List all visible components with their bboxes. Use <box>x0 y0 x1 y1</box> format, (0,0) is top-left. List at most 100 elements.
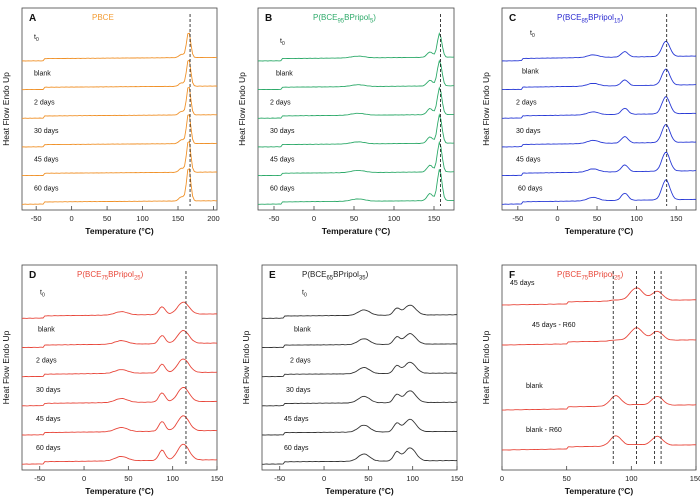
curve-label-sub: 0 <box>532 33 535 39</box>
panel-letter: C <box>509 13 516 24</box>
x-tick-label: 0 <box>555 214 559 223</box>
x-tick-label: 0 <box>82 474 86 483</box>
curve-t0 <box>21 301 218 319</box>
curve-label-sub: 0 <box>42 292 45 298</box>
curve-t0 <box>501 40 697 62</box>
title-sub2: 25 <box>134 276 141 282</box>
curve-label: blank <box>522 69 539 76</box>
y-axis-label: Heat Flow Endo Up <box>481 330 491 404</box>
x-tick-label: 150 <box>670 214 683 223</box>
curve-label: 60 days <box>36 445 61 452</box>
x-tick-label: 150 <box>428 214 441 223</box>
x-tick-label: 0 <box>500 474 504 483</box>
curve-label: t0 <box>40 289 45 298</box>
curve-label-sub: 0 <box>36 37 39 43</box>
x-tick-label: 50 <box>103 214 111 223</box>
curve-45-days <box>501 287 697 306</box>
curve-label: 2 days <box>516 99 537 106</box>
x-tick-label: -50 <box>269 214 280 223</box>
x-tick-label: 200 <box>207 214 220 223</box>
curve-60-days <box>22 443 218 465</box>
y-axis-label: Heat Flow Endo Up <box>1 330 11 404</box>
title-sub2: 15 <box>614 19 621 25</box>
curve-label: 30 days <box>516 128 541 135</box>
curve-label: t0 <box>302 289 307 298</box>
curve-blank <box>21 329 218 349</box>
curve-label-sub: 0 <box>304 292 307 298</box>
curve-2-days <box>258 86 455 119</box>
curve-label: 60 days <box>284 445 309 452</box>
x-axis-label: Temperature (°C) <box>565 226 634 236</box>
title-main: P(BCE <box>557 13 581 22</box>
curve-45-days <box>501 151 697 177</box>
x-tick-label: 100 <box>630 214 643 223</box>
curve-2-days <box>502 96 697 119</box>
curve-t0 <box>261 304 458 319</box>
panel-title: P(BCE65BPripol35) <box>302 270 369 282</box>
curve-60-days <box>502 179 697 205</box>
curve-label: blank - R60 <box>526 427 562 434</box>
curve-label: 60 days <box>518 185 543 192</box>
curve-label: blank <box>38 327 55 334</box>
x-tick-label: -50 <box>34 474 45 483</box>
curve-label: blank <box>34 71 51 78</box>
curve-label: 45 days <box>284 416 309 423</box>
curve-blank <box>21 59 218 91</box>
curve-label: 45 days <box>36 416 61 423</box>
x-tick-label: -50 <box>274 474 285 483</box>
x-tick-label: 150 <box>690 474 700 483</box>
panel-title: P(BCE75BPripol25) <box>77 270 144 282</box>
x-tick-label: 100 <box>136 214 149 223</box>
title-sub1: 75 <box>581 276 588 282</box>
x-tick-label: 50 <box>593 214 601 223</box>
title-end: ) <box>621 270 624 279</box>
curve-t0 <box>257 31 455 62</box>
x-axis-label: Temperature (°C) <box>85 486 154 496</box>
curve-60-days <box>261 447 458 465</box>
curve-label: 60 days <box>34 185 59 192</box>
curve-label: t0 <box>530 30 535 39</box>
x-tick-label: 150 <box>172 214 185 223</box>
plot-frame <box>501 264 697 471</box>
curve-30-days <box>21 386 218 407</box>
curve-2-days <box>262 361 458 378</box>
x-tick-label: 100 <box>388 214 401 223</box>
panel-F: 0 50 100 150 F P(BCE75BPripol25) Temperature (… <box>481 264 700 496</box>
curve-30-days <box>261 390 458 407</box>
curve-45-days---R60 <box>501 327 696 346</box>
panel-letter: D <box>29 270 36 281</box>
curve-30-days <box>257 113 455 148</box>
title-sub2: 5 <box>370 19 374 25</box>
title-sub1: 95 <box>337 19 344 25</box>
curve-label: 30 days <box>286 387 311 394</box>
curve-45-days <box>21 140 218 177</box>
title-sub1: 85 <box>581 19 588 25</box>
panel-letter: F <box>509 270 515 281</box>
curve-label: 45 days <box>34 157 59 164</box>
curve-label: 2 days <box>36 358 57 365</box>
x-tick-label: 50 <box>124 474 132 483</box>
curve-label: 2 days <box>34 99 55 106</box>
curve-2-days <box>22 358 218 378</box>
curve-blank <box>257 59 454 91</box>
curve-label: 45 days - R60 <box>532 322 576 329</box>
curve-60-days <box>22 167 217 205</box>
curve-t0 <box>21 32 218 62</box>
y-axis-label: Heat Flow Endo Up <box>237 72 247 146</box>
x-tick-label: 150 <box>451 474 464 483</box>
curve-blank <box>502 395 697 411</box>
plot-frame <box>261 264 458 471</box>
curve-label-t: t <box>302 289 304 296</box>
x-tick-label: 0 <box>70 214 74 223</box>
curve-45-days <box>261 418 458 436</box>
x-tick-label: 50 <box>562 474 570 483</box>
x-tick-label: 0 <box>322 474 326 483</box>
title-mid: BPripol <box>588 13 614 22</box>
curve-45-days <box>257 140 455 177</box>
title-mid: BPripol <box>588 270 614 279</box>
curve-30-days <box>21 114 218 148</box>
plot-frame <box>21 264 218 471</box>
curve-label: t0 <box>34 34 39 43</box>
